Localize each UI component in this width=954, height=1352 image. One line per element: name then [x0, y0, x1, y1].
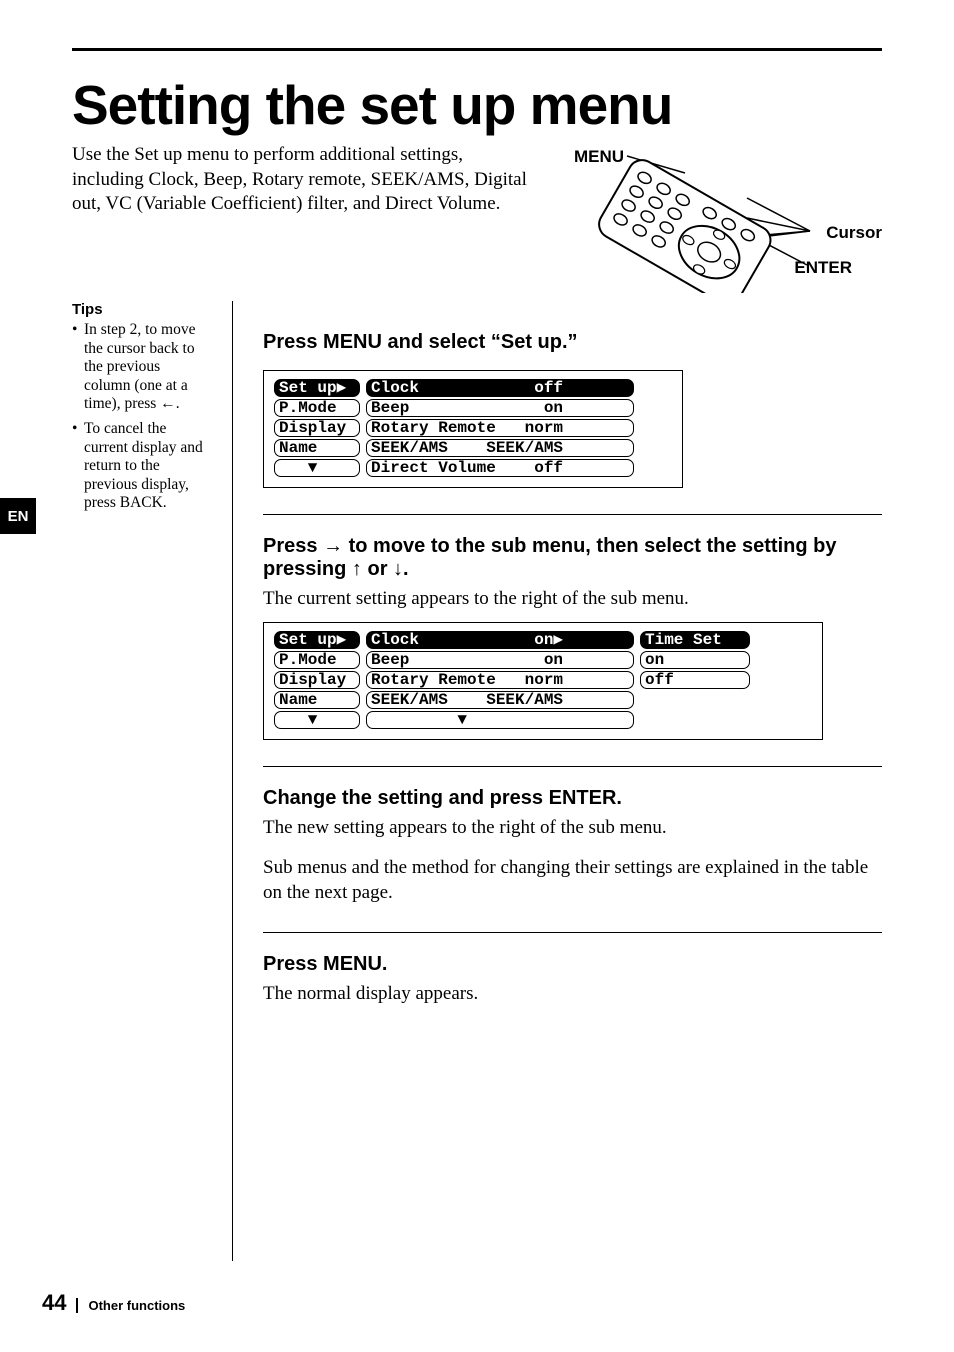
step-4: Press MENU. The normal display appears.: [263, 953, 882, 1007]
step-divider: [263, 932, 882, 933]
lcd-row: Set up▶ Clock on▶ Time Set: [274, 631, 812, 649]
step-1: Press MENU and select “Set up.” Set up▶ C…: [263, 331, 882, 488]
lcd-cell: Display: [274, 419, 360, 437]
menu-label: MENU: [574, 147, 624, 167]
lcd-row: ▼ ▼: [274, 711, 812, 729]
lcd-cell: Direct Volume off: [366, 459, 634, 477]
right-arrow-icon: →: [323, 535, 343, 557]
lcd-cell: P.Mode: [274, 651, 360, 669]
up-arrow-icon: ↑: [352, 558, 362, 580]
t: Press: [263, 535, 323, 557]
lcd-screen-2: Set up▶ Clock on▶ Time Set P.Mode Beep on on…: [263, 622, 823, 740]
page-footer: 44 Other functions: [42, 1290, 185, 1316]
step-3: Change the setting and press ENTER. The …: [263, 787, 882, 906]
step-divider: [263, 766, 882, 767]
enter-label: ENTER: [794, 258, 852, 278]
lcd-cell: SEEK/AMS SEEK/AMS: [366, 439, 634, 457]
intro-text: Use the Set up menu to perform additiona…: [72, 143, 532, 293]
lcd-cell: Rotary Remote norm: [366, 671, 634, 689]
remote-diagram: MENU Cursor ENTER: [532, 143, 882, 293]
steps-column: Press MENU and select “Set up.” Set up▶ C…: [263, 301, 882, 1261]
step-title: Press → to move to the sub menu, then se…: [263, 535, 882, 581]
down-arrow-icon: ↓: [393, 558, 403, 580]
lcd-row: Set up▶ Clock off: [274, 379, 672, 397]
lcd-cell: Beep on: [366, 651, 634, 669]
lcd-row: P.Mode Beep on on: [274, 651, 812, 669]
lcd-cell: ▼: [274, 459, 360, 477]
lcd-cell: Set up▶: [274, 379, 360, 397]
step-title: Press MENU.: [263, 953, 882, 976]
tip-item: To cancel the current display and return…: [72, 420, 210, 513]
language-tab: EN: [0, 498, 36, 534]
footer-section: Other functions: [76, 1298, 185, 1313]
step-title: Press MENU and select “Set up.”: [263, 331, 882, 354]
step-divider: [263, 514, 882, 515]
step-2: Press → to move to the sub menu, then se…: [263, 535, 882, 740]
content-columns: Tips In step 2, to move the cursor back …: [72, 301, 882, 1261]
lcd-screen-1: Set up▶ Clock off P.Mode Beep on Display Rot…: [263, 370, 683, 488]
lcd-cell: Time Set: [640, 631, 750, 649]
top-rule: [72, 48, 882, 51]
cursor-label: Cursor: [826, 223, 882, 243]
lcd-row: P.Mode Beep on: [274, 399, 672, 417]
tips-list: In step 2, to move the cursor back to th…: [72, 321, 210, 513]
lcd-row: Display Rotary Remote norm: [274, 419, 672, 437]
step-body: Sub menus and the method for changing th…: [263, 856, 882, 905]
vertical-divider: [232, 301, 233, 1261]
lcd-cell: Set up▶: [274, 631, 360, 649]
lcd-cell: Clock off: [366, 379, 634, 397]
lcd-cell: Name: [274, 691, 360, 709]
t: or: [362, 558, 393, 580]
lcd-cell: Name: [274, 439, 360, 457]
page-number: 44: [42, 1290, 66, 1316]
step-body: The new setting appears to the right of …: [263, 816, 882, 841]
lcd-cell: off: [640, 671, 750, 689]
page-title: Setting the set up menu: [72, 73, 882, 137]
lcd-cell: Display: [274, 671, 360, 689]
lcd-cell: SEEK/AMS SEEK/AMS: [366, 691, 634, 709]
lcd-cell: ▼: [274, 711, 360, 729]
step-body: The normal display appears.: [263, 982, 882, 1007]
tips-heading: Tips: [72, 301, 210, 319]
intro-row: Use the Set up menu to perform additiona…: [72, 143, 882, 293]
lcd-cell: Beep on: [366, 399, 634, 417]
tip-item: In step 2, to move the cursor back to th…: [72, 321, 210, 414]
tips-column: Tips In step 2, to move the cursor back …: [72, 301, 222, 1261]
lcd-cell: ▼: [366, 711, 634, 729]
lcd-cell: P.Mode: [274, 399, 360, 417]
t: .: [403, 558, 409, 580]
lcd-cell: Rotary Remote norm: [366, 419, 634, 437]
lcd-cell: Clock on▶: [366, 631, 634, 649]
step-title: Change the setting and press ENTER.: [263, 787, 882, 810]
step-body: The current setting appears to the right…: [263, 587, 882, 612]
t: to move to the sub menu, then select the…: [263, 535, 836, 580]
lcd-cell: on: [640, 651, 750, 669]
lcd-row: Name SEEK/AMS SEEK/AMS: [274, 691, 812, 709]
lcd-row: ▼ Direct Volume off: [274, 459, 672, 477]
lcd-row: Display Rotary Remote norm off: [274, 671, 812, 689]
lcd-row: Name SEEK/AMS SEEK/AMS: [274, 439, 672, 457]
